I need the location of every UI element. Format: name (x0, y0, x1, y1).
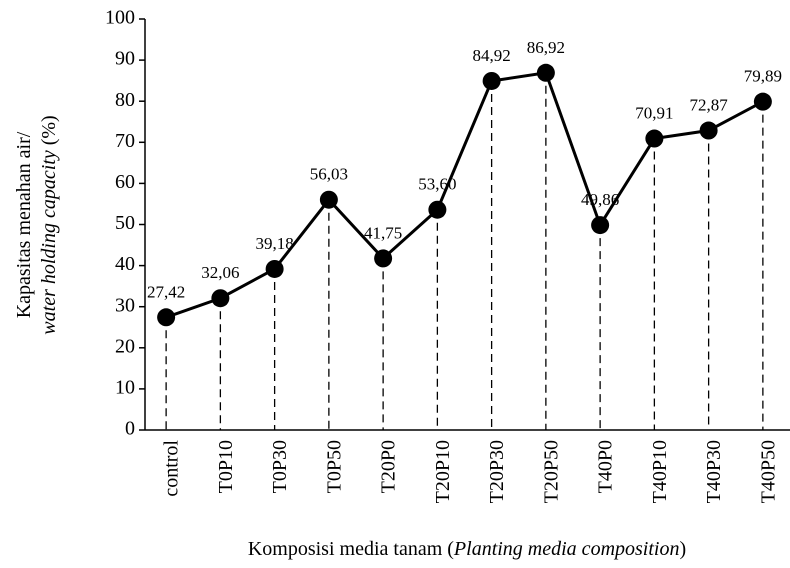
y-tick-label: 80 (115, 89, 135, 111)
line (165, 71, 764, 319)
y-tick-label: 90 (115, 48, 135, 70)
y-axis-label: Kapasitas menahan air/ (13, 131, 35, 318)
data-label: 53,60 (418, 175, 456, 194)
marker (157, 308, 176, 327)
y-axis-label: water holding capacity (%) (38, 115, 60, 334)
x-tick-label: T40P30 (703, 440, 725, 503)
y-label-part: (%) (38, 115, 60, 150)
x-label-part: Planting media composition (453, 538, 680, 560)
data-label: 84,92 (473, 46, 511, 65)
y-tick-label: 70 (115, 130, 135, 152)
y-tick-label: 50 (115, 212, 135, 234)
x-tick-label: T0P30 (269, 440, 291, 493)
y-label-part: Kapasitas menahan air/ (13, 131, 35, 318)
x-label-part: Komposisi media tanam ( (248, 538, 454, 560)
y-tick-label: 10 (115, 376, 135, 398)
marker (265, 259, 284, 278)
x-tick-label: T40P10 (649, 440, 671, 503)
x-tick-label: control (161, 440, 183, 497)
data-label: 72,87 (690, 96, 729, 115)
x-tick-label: T0P10 (215, 440, 237, 493)
x-tick-label: T40P50 (757, 440, 779, 503)
marker (645, 129, 664, 148)
data-label: 79,89 (744, 67, 782, 86)
x-tick-label: T20P0 (378, 440, 400, 493)
marker (699, 121, 718, 140)
x-tick-label: T20P30 (486, 440, 508, 503)
data-label: 56,03 (310, 165, 348, 184)
y-tick-label: 60 (115, 171, 135, 193)
marker (482, 71, 501, 90)
marker (428, 200, 447, 219)
marker (591, 216, 610, 235)
marker (319, 190, 338, 209)
data-label: 41,75 (364, 223, 402, 242)
marker (374, 249, 393, 268)
y-tick-label: 100 (105, 7, 135, 29)
x-tick-label: T20P10 (432, 440, 454, 503)
marker (536, 63, 555, 82)
x-tick-label: T20P50 (540, 440, 562, 503)
data-label: 27,42 (147, 282, 185, 301)
data-label: 49,86 (581, 190, 619, 209)
marker (753, 92, 772, 111)
y-tick-label: 40 (115, 253, 135, 275)
data-label: 39,18 (256, 234, 294, 253)
x-axis-label: Komposisi media tanam (Planting media co… (248, 538, 686, 560)
y-tick-label: 30 (115, 294, 135, 316)
marker (211, 289, 230, 308)
y-label-part: water holding capacity (38, 150, 60, 335)
data-label: 32,06 (201, 263, 239, 282)
y-tick-label: 20 (115, 335, 135, 357)
x-tick-label: T40P0 (595, 440, 617, 493)
x-tick-label: T0P50 (323, 440, 345, 493)
y-tick-label: 0 (125, 418, 135, 440)
x-label-part: ) (679, 538, 686, 560)
data-label: 70,91 (635, 104, 673, 123)
data-label: 86,92 (527, 38, 565, 57)
